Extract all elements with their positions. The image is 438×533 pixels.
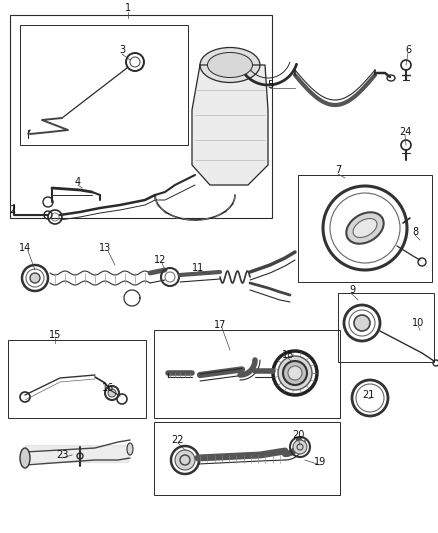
Bar — [154, 422, 340, 495]
Text: 1: 1 — [125, 3, 131, 13]
Text: 10: 10 — [412, 318, 424, 328]
Text: 2: 2 — [9, 205, 15, 215]
Text: 23: 23 — [56, 450, 68, 460]
Text: 14: 14 — [19, 243, 31, 253]
Text: 22: 22 — [172, 435, 184, 445]
Bar — [10, 15, 272, 218]
Circle shape — [30, 273, 40, 283]
Text: 20: 20 — [292, 430, 304, 440]
Ellipse shape — [208, 52, 252, 77]
Text: 13: 13 — [99, 243, 111, 253]
Text: 3: 3 — [119, 45, 125, 55]
Text: 16: 16 — [102, 383, 114, 393]
Ellipse shape — [353, 219, 377, 238]
Ellipse shape — [20, 448, 30, 468]
Ellipse shape — [127, 443, 133, 455]
Ellipse shape — [346, 212, 384, 244]
Bar — [298, 175, 432, 282]
Bar — [154, 330, 340, 418]
Circle shape — [354, 315, 370, 331]
Text: 15: 15 — [49, 330, 61, 340]
Text: 17: 17 — [214, 320, 226, 330]
Text: 5: 5 — [267, 80, 273, 90]
Circle shape — [293, 440, 307, 454]
Text: 7: 7 — [335, 165, 341, 175]
Text: 8: 8 — [412, 227, 418, 237]
Ellipse shape — [200, 47, 260, 83]
Text: 18: 18 — [282, 350, 294, 360]
Circle shape — [175, 450, 195, 470]
Bar — [8, 340, 146, 418]
Circle shape — [108, 389, 116, 397]
Bar — [338, 293, 434, 362]
Circle shape — [288, 366, 302, 380]
Text: 6: 6 — [405, 45, 411, 55]
Polygon shape — [192, 65, 268, 185]
Circle shape — [278, 356, 312, 390]
Text: 9: 9 — [349, 285, 355, 295]
Text: 19: 19 — [314, 457, 326, 467]
Bar — [20, 25, 188, 145]
Text: 21: 21 — [362, 390, 374, 400]
Text: 11: 11 — [192, 263, 204, 273]
Text: 24: 24 — [399, 127, 411, 137]
Text: 4: 4 — [75, 177, 81, 187]
Circle shape — [283, 361, 307, 385]
Text: 12: 12 — [154, 255, 166, 265]
